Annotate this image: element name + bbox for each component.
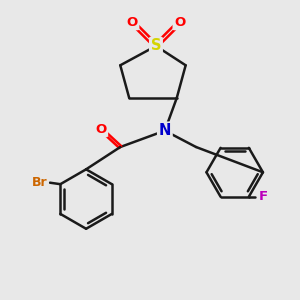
Text: O: O xyxy=(127,16,138,29)
Text: O: O xyxy=(174,16,185,29)
Text: Br: Br xyxy=(32,176,47,189)
Text: O: O xyxy=(95,123,106,136)
Text: S: S xyxy=(151,38,161,53)
Text: F: F xyxy=(259,190,268,203)
Text: N: N xyxy=(159,123,171,138)
